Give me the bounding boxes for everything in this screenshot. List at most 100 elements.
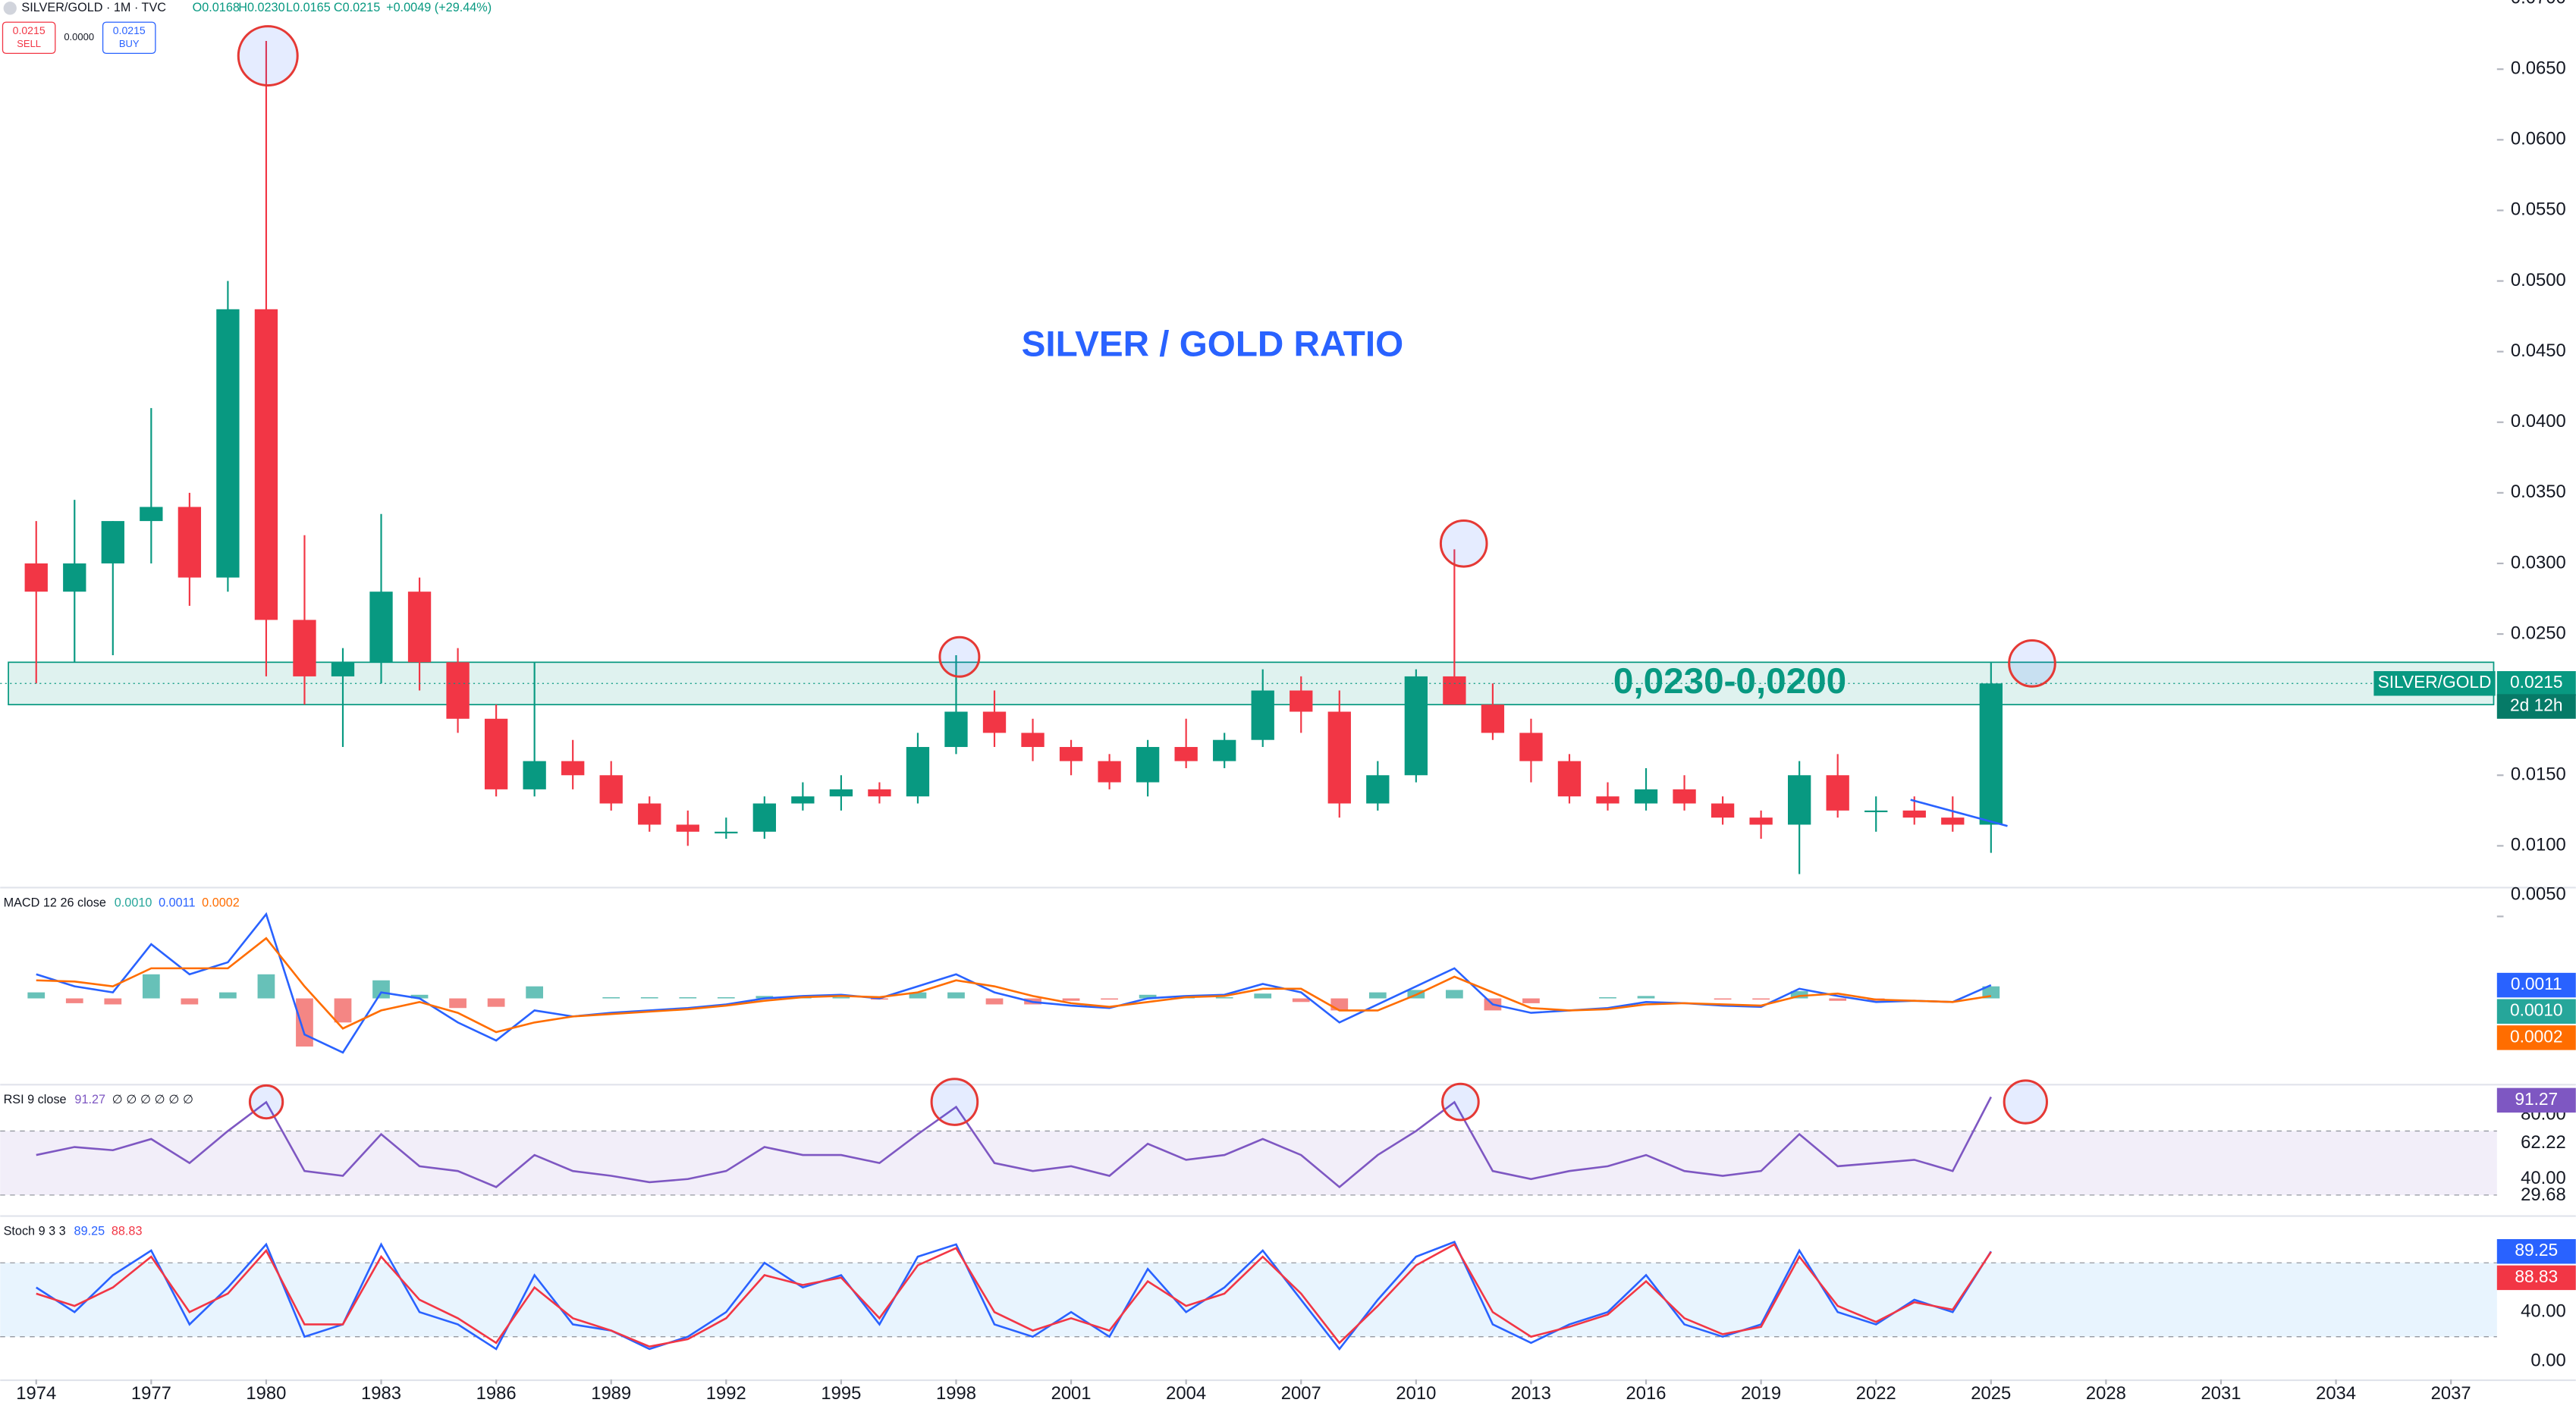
indicator-label: RSI 9 close [4,1093,67,1106]
x-tick-label: 2022 [1856,1383,1896,1404]
candle-body [1213,739,1236,761]
symbol-icon [3,2,17,15]
support-zone [8,661,2495,706]
y-tick-label: 0.0100 [2511,835,2566,855]
sell-price[interactable]: 0.0215 [13,24,46,36]
axis-tag-bg [2496,999,2576,1024]
y-tick-label: 40.00 [2521,1301,2566,1322]
candle-body [1098,761,1121,783]
y-tick-label: 0.0500 [2511,270,2566,290]
x-tick-label: 2016 [1626,1383,1667,1404]
histogram-bar [602,996,620,999]
x-tick-label: 2031 [2201,1383,2241,1404]
histogram-bar [1790,991,1808,999]
histogram-bar [181,998,199,1005]
candle-body [829,789,853,797]
candle-body [638,803,661,825]
x-tick-label: 1986 [476,1383,517,1404]
circle [2008,639,2056,688]
candle-body [254,309,278,620]
candle-body [715,831,738,833]
histogram-bar [296,998,313,1047]
candle-body [293,620,316,676]
axis-tag: 91.27 [2515,1089,2558,1109]
histogram-bar [219,992,237,999]
axis-tag: 0.0002 [2510,1026,2563,1046]
x-tick-label: 1977 [131,1383,171,1404]
candle-body [1366,775,1390,804]
histogram-bar [1752,998,1770,1000]
ohlc-low: L0.0165 [286,1,331,14]
circle [2003,1079,2048,1125]
candle-body [1941,817,1965,825]
candle-body [791,796,815,804]
y-tick-label: 0.0600 [2511,129,2566,149]
indicator-value: 89.25 [74,1224,105,1238]
candle-body [216,309,240,578]
level-label: 29.68 [2521,1185,2566,1205]
buy-label[interactable]: BUY [119,38,140,49]
buy-price[interactable]: 0.0215 [113,24,146,36]
indicator-line [36,937,1992,1034]
histogram-bar [27,992,46,999]
y-tick-label: 0.0550 [2511,199,2566,220]
axis-tag: 89.25 [2515,1240,2558,1260]
chart-title: SILVER / GOLD RATIO [1022,324,1404,364]
candle-body [1902,810,1926,818]
candle-body [1711,803,1735,818]
zone-label: 0,0230-0,0200 [1613,661,1846,701]
buy-box[interactable] [102,21,156,55]
sell-box[interactable] [2,21,56,55]
histogram-bar [1446,990,1463,999]
circle [930,1078,979,1126]
buy-button[interactable]: 0.0215 BUY [102,21,156,55]
candle-body [906,747,930,797]
histogram-bar [756,996,774,999]
sell-button[interactable]: 0.0215 SELL [2,21,56,55]
x-tick-label: 2007 [1281,1383,1321,1404]
trend-line [1910,799,2008,827]
candle-body [177,507,202,578]
histogram-bar [372,980,390,999]
candle-body [1174,747,1198,761]
y-tick-label: 0.0450 [2511,340,2566,361]
symbol: SILVER/GOLD · 1M · TVC [21,1,166,14]
histogram-bar [142,974,160,999]
circle [248,1084,284,1120]
ohlc-change: +0.0049 (+29.44%) [386,1,492,14]
candle-body [599,775,623,804]
x-tick-label: 2025 [1971,1383,2011,1404]
indicator-value: 91.27 [74,1093,105,1106]
x-tick-label: 1989 [591,1383,631,1404]
candle-body [101,521,124,563]
candle-body [1557,761,1582,797]
candle-body [369,592,393,663]
sell-label[interactable]: SELL [17,38,41,49]
histogram-bar [1714,998,1732,1000]
x-tick-label: 2010 [1396,1383,1436,1404]
candle-body [1519,733,1543,761]
candle-body [24,563,48,592]
candle-body [1787,775,1811,825]
candle-body [523,761,546,789]
candle-body [446,662,470,719]
y-tick-label: 0.0400 [2511,411,2566,431]
histogram-bar [487,998,505,1007]
histogram-bar [104,998,122,1005]
x-tick-label: 1992 [706,1383,746,1404]
y-tick-label: 0.00 [2530,1350,2565,1370]
histogram-bar [1522,998,1540,1003]
histogram-bar [1982,986,2000,999]
circle [1439,519,1488,568]
histogram-bar [257,974,275,999]
histogram-bar [449,998,467,1009]
candle-body [752,803,776,832]
candle-body [1481,704,1505,733]
candle-body [1749,817,1773,825]
countdown-tag: 2d 12h [2510,695,2563,715]
histogram-bar [909,992,927,999]
x-tick-label: 1983 [361,1383,401,1404]
axis-tag-bg [2496,1025,2576,1050]
